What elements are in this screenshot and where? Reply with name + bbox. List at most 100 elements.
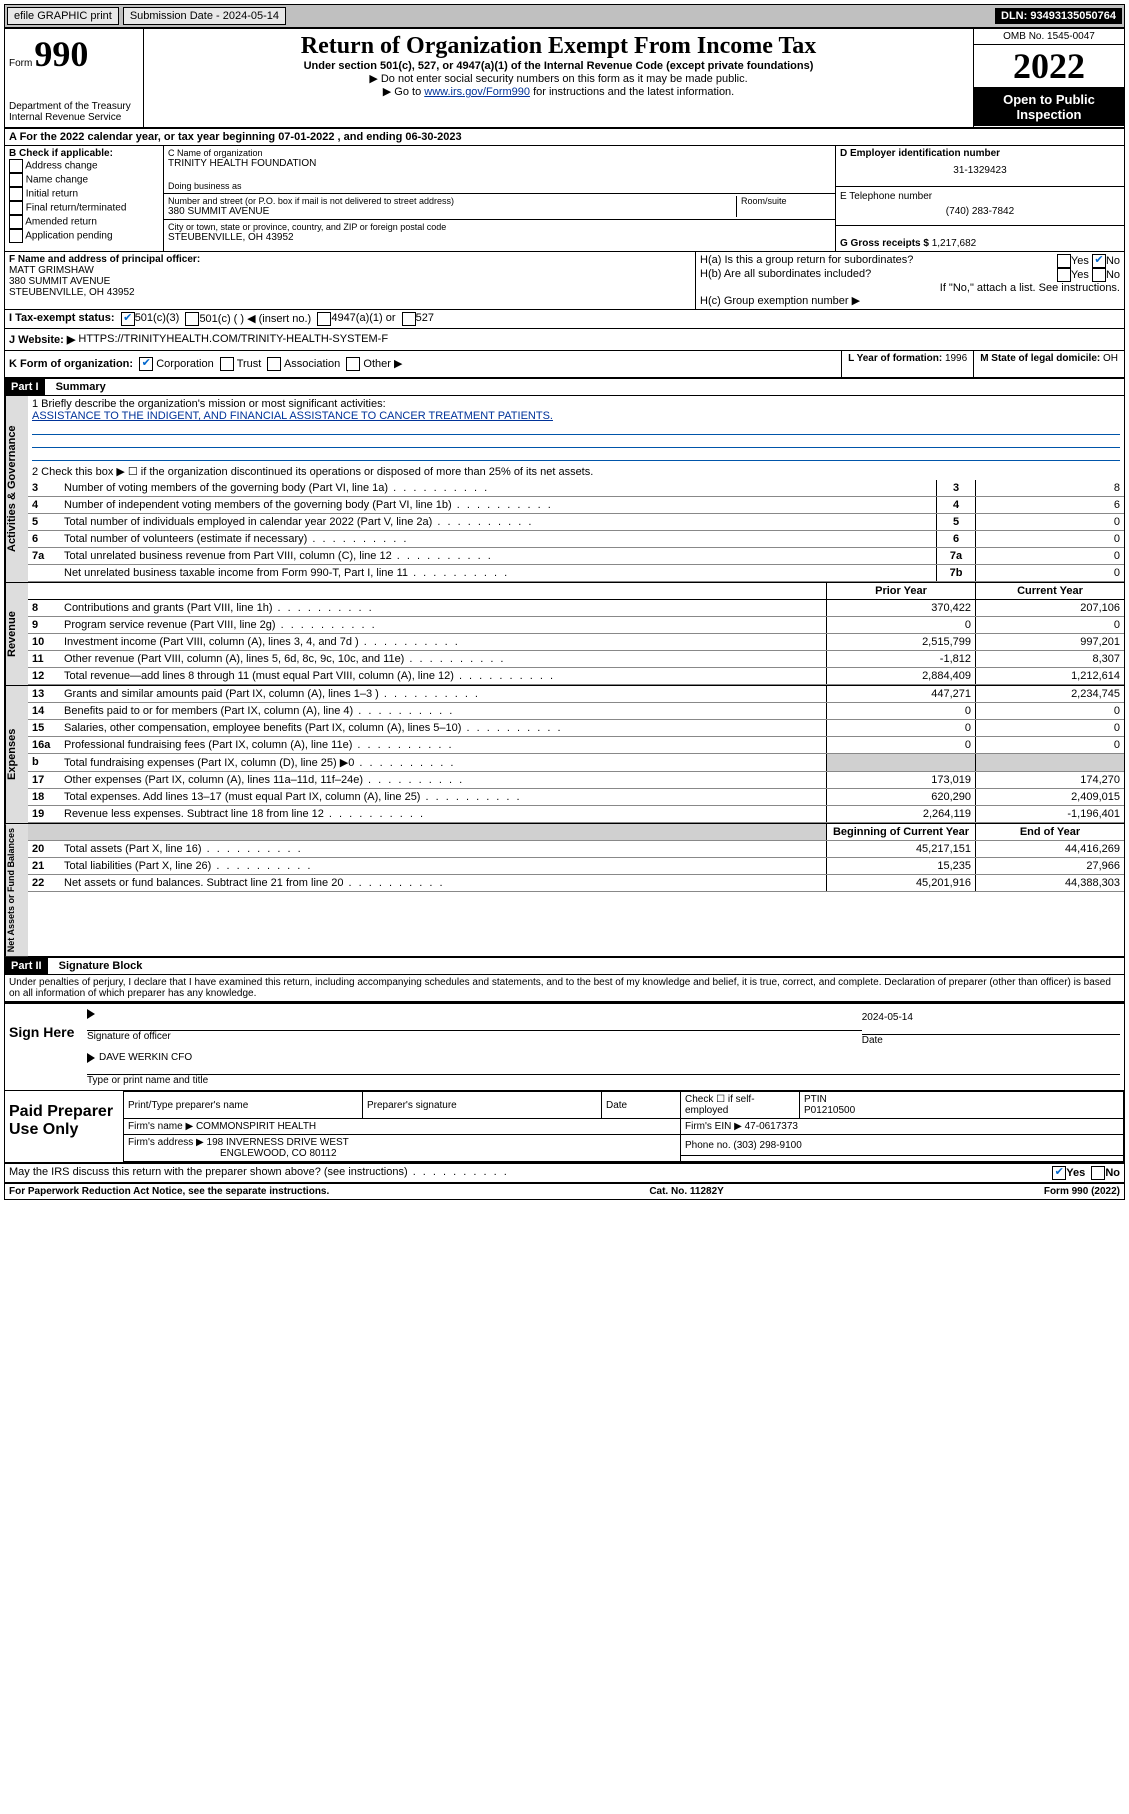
prior-year-value: 173,019 xyxy=(827,772,976,789)
line-text: Number of voting members of the governin… xyxy=(60,480,937,497)
efile-btn[interactable]: efile GRAPHIC print xyxy=(7,7,119,25)
line-text: Revenue less expenses. Subtract line 18 … xyxy=(60,806,827,823)
line-text: Net assets or fund balances. Subtract li… xyxy=(60,875,827,892)
prior-year-value: 0 xyxy=(827,617,976,634)
line-num: 3 xyxy=(28,480,60,497)
current-year-value: 997,201 xyxy=(976,634,1125,651)
officer-addr2: STEUBENVILLE, OH 43952 xyxy=(9,287,691,298)
chk-name-change[interactable] xyxy=(9,173,23,187)
revenue-section: Revenue Prior Year Current Year8 Contrib… xyxy=(5,583,1124,686)
row-k-l-m: K Form of organization: Corporation Trus… xyxy=(5,351,1124,379)
prep-sig-hdr: Preparer's signature xyxy=(363,1092,602,1119)
top-bar: efile GRAPHIC print Submission Date - 20… xyxy=(4,4,1125,28)
chk-discuss-yes[interactable] xyxy=(1052,1166,1066,1180)
line-text: Net unrelated business taxable income fr… xyxy=(60,565,937,582)
chk-trust[interactable] xyxy=(220,357,234,371)
beg-year-header: Beginning of Current Year xyxy=(827,824,976,841)
telephone: (740) 283-7842 xyxy=(840,202,1120,221)
line-num: 6 xyxy=(28,531,60,548)
line-box: 5 xyxy=(937,514,976,531)
ein-value: 31-1329423 xyxy=(840,159,1120,182)
line-text: Total assets (Part X, line 16) xyxy=(60,841,827,858)
prior-year-value: 620,290 xyxy=(827,789,976,806)
note-ssn: ▶ Do not enter social security numbers o… xyxy=(148,72,969,85)
chk-corp[interactable] xyxy=(139,357,153,371)
line-text: Total revenue—add lines 8 through 11 (mu… xyxy=(60,668,827,685)
chk-other-form[interactable] xyxy=(346,357,360,371)
chk-address-change[interactable] xyxy=(9,159,23,173)
section-b-to-g: B Check if applicable: Address change Na… xyxy=(5,146,1124,252)
irs-link[interactable]: www.irs.gov/Form990 xyxy=(424,86,530,98)
firm-addr2: ENGLEWOOD, CO 80112 xyxy=(128,1148,337,1159)
chk-hb-no[interactable] xyxy=(1092,268,1106,282)
chk-hb-yes[interactable] xyxy=(1057,268,1071,282)
officer-addr1: 380 SUMMIT AVENUE xyxy=(9,276,691,287)
arrow-icon xyxy=(87,1053,95,1063)
group-exemption: H(c) Group exemption number ▶ xyxy=(700,294,1120,307)
prep-date-hdr: Date xyxy=(602,1092,681,1119)
current-year-value: 8,307 xyxy=(976,651,1125,668)
note-link: ▶ Go to www.irs.gov/Form990 for instruct… xyxy=(148,85,969,98)
chk-501c3[interactable] xyxy=(121,312,135,326)
current-year-value: 0 xyxy=(976,617,1125,634)
form-header: Form 990 Department of the Treasury Inte… xyxy=(5,29,1124,129)
chk-initial-return[interactable] xyxy=(9,187,23,201)
line-box: 3 xyxy=(937,480,976,497)
self-employed-chk[interactable]: Check ☐ if self-employed xyxy=(681,1092,800,1119)
line-num: 22 xyxy=(28,875,60,892)
chk-527[interactable] xyxy=(402,312,416,326)
page-footer: For Paperwork Reduction Act Notice, see … xyxy=(5,1184,1124,1199)
chk-discuss-no[interactable] xyxy=(1091,1166,1105,1180)
chk-assoc[interactable] xyxy=(267,357,281,371)
line-num: 19 xyxy=(28,806,60,823)
firm-ein: 47-0617373 xyxy=(745,1121,798,1132)
end-year-value: 27,966 xyxy=(976,858,1125,875)
current-year-value: 0 xyxy=(976,737,1125,754)
sign-here-block: Sign Here Signature of officer 2024-05-1… xyxy=(5,1002,1124,1091)
current-year-value xyxy=(976,754,1125,772)
submission-btn[interactable]: Submission Date - 2024-05-14 xyxy=(123,7,286,25)
ptin-value: P01210500 xyxy=(804,1105,855,1116)
chk-ha-yes[interactable] xyxy=(1057,254,1071,268)
prior-year-value: 2,515,799 xyxy=(827,634,976,651)
end-year-value: 44,388,303 xyxy=(976,875,1125,892)
line-text: Total unrelated business revenue from Pa… xyxy=(60,548,937,565)
line-num: 7a xyxy=(28,548,60,565)
arrow-icon xyxy=(87,1009,95,1019)
line-num: 21 xyxy=(28,858,60,875)
prior-year-value: 2,264,119 xyxy=(827,806,976,823)
line-text: Professional fundraising fees (Part IX, … xyxy=(60,737,827,754)
prior-year-value: 2,884,409 xyxy=(827,668,976,685)
prior-year-value: 0 xyxy=(827,703,976,720)
line-text: Total number of volunteers (estimate if … xyxy=(60,531,937,548)
chk-ha-no[interactable] xyxy=(1092,254,1106,268)
sig-date: 2024-05-14 xyxy=(862,1012,913,1023)
line-box: 7a xyxy=(937,548,976,565)
side-label-exp: Expenses xyxy=(5,686,28,823)
dln-label: DLN: 93493135050764 xyxy=(995,8,1122,24)
line-text: Total number of individuals employed in … xyxy=(60,514,937,531)
activities-governance: Activities & Governance 1 Briefly descri… xyxy=(5,396,1124,583)
line-box: 6 xyxy=(937,531,976,548)
line-box: 4 xyxy=(937,497,976,514)
form-subtitle: Under section 501(c), 527, or 4947(a)(1)… xyxy=(148,60,969,72)
current-year-value: 207,106 xyxy=(976,600,1125,617)
firm-phone: (303) 298-9100 xyxy=(733,1140,801,1151)
chk-final-return[interactable] xyxy=(9,201,23,215)
org-name: TRINITY HEALTH FOUNDATION xyxy=(168,158,831,169)
line-value: 0 xyxy=(976,565,1125,582)
line-text: Salaries, other compensation, employee b… xyxy=(60,720,827,737)
chk-501c[interactable] xyxy=(185,312,199,326)
chk-app-pending[interactable] xyxy=(9,229,23,243)
row-i: I Tax-exempt status: 501(c)(3) 501(c) ( … xyxy=(5,310,1124,329)
part-i-header: Part I Summary xyxy=(5,379,1124,396)
chk-4947[interactable] xyxy=(317,312,331,326)
line-text: Investment income (Part VIII, column (A)… xyxy=(60,634,827,651)
line-text: Benefits paid to or for members (Part IX… xyxy=(60,703,827,720)
chk-amended[interactable] xyxy=(9,215,23,229)
line-num: 14 xyxy=(28,703,60,720)
side-label-ag: Activities & Governance xyxy=(5,396,28,582)
sig-officer-label: Signature of officer xyxy=(87,1031,862,1042)
beg-year-value: 45,217,151 xyxy=(827,841,976,858)
q1-mission: ASSISTANCE TO THE INDIGENT, AND FINANCIA… xyxy=(32,410,1120,422)
